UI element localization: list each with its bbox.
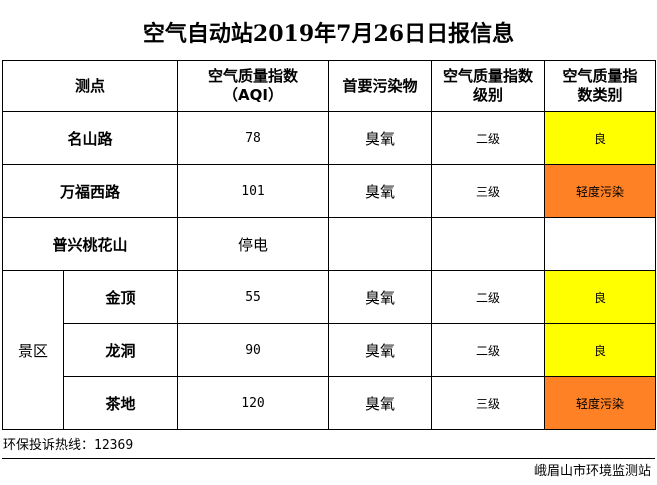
aqi-category: 良 <box>544 270 657 324</box>
site-name: 茶地 <box>62 376 179 430</box>
table-row: 茶地 120 臭氧 三级 轻度污染 <box>3 376 657 430</box>
hotline-number: 12369 <box>94 438 134 453</box>
aqi-value: 55 <box>177 270 330 324</box>
header-site: 测点 <box>1 60 179 112</box>
footer-divider <box>2 458 655 459</box>
aqi-category: 轻度污染 <box>544 376 657 430</box>
aqi-category: 轻度污染 <box>544 164 657 218</box>
site-name: 万福西路 <box>1 164 179 218</box>
aqi-level: 二级 <box>431 323 546 377</box>
primary-pollutant: 臭氧 <box>328 323 433 377</box>
primary-pollutant <box>328 217 433 271</box>
scenic-group-label: 景区 <box>2 270 64 430</box>
hotline-label: 环保投诉热线： <box>3 438 95 453</box>
aqi-level: 二级 <box>431 270 546 324</box>
aqi-value: 停电 <box>177 217 330 271</box>
header-level-line1: 空气质量指数 <box>443 67 534 85</box>
aqi-category: 良 <box>544 111 657 165</box>
header-category: 空气质量指 数类别 <box>544 60 657 112</box>
table-row: 名山路 78 臭氧 二级 良 <box>1 111 657 165</box>
aqi-table: 测点 空气质量指数 （AQI） 首要污染物 空气质量指数 级别 空气质量指 数类… <box>1 60 657 430</box>
aqi-value: 78 <box>177 111 330 165</box>
aqi-level: 三级 <box>431 164 546 218</box>
table-row: 龙洞 90 臭氧 二级 良 <box>3 323 657 377</box>
primary-pollutant: 臭氧 <box>328 270 433 324</box>
aqi-value: 101 <box>177 164 330 218</box>
header-pollutant: 首要污染物 <box>328 60 433 112</box>
aqi-category: 良 <box>544 323 657 377</box>
site-name: 龙洞 <box>62 323 179 377</box>
aqi-value: 120 <box>177 376 330 430</box>
aqi-level <box>431 217 546 271</box>
aqi-level: 二级 <box>431 111 546 165</box>
header-category-line1: 空气质量指 <box>562 67 638 85</box>
site-name: 金顶 <box>62 270 179 324</box>
header-aqi: 空气质量指数 （AQI） <box>177 60 330 112</box>
primary-pollutant: 臭氧 <box>328 376 433 430</box>
header-level: 空气质量指数 级别 <box>431 60 546 112</box>
header-level-line2: 级别 <box>473 86 504 104</box>
agency-name: 峨眉山市环境监测站 <box>533 464 651 479</box>
site-name: 名山路 <box>1 111 179 165</box>
header-aqi-line2: （AQI） <box>223 86 283 104</box>
table-row: 万福西路 101 臭氧 三级 轻度污染 <box>1 164 657 218</box>
site-name: 普兴桃花山 <box>1 217 179 271</box>
aqi-level: 三级 <box>431 376 546 430</box>
header-aqi-line1: 空气质量指数 <box>208 67 299 85</box>
report-title: 空气自动站2019年7月26日日报信息 <box>142 21 515 47</box>
aqi-category <box>544 217 657 271</box>
table-row: 景区 金顶 55 臭氧 二级 良 <box>2 270 657 430</box>
primary-pollutant: 臭氧 <box>328 164 433 218</box>
primary-pollutant: 臭氧 <box>328 111 433 165</box>
aqi-value: 90 <box>177 323 330 377</box>
complaint-hotline: 环保投诉热线：12369 <box>3 435 133 457</box>
table-row: 普兴桃花山 停电 <box>1 217 657 271</box>
table-header-row: 测点 空气质量指数 （AQI） 首要污染物 空气质量指数 级别 空气质量指 数类… <box>1 60 657 112</box>
header-category-line2: 数类别 <box>577 86 623 104</box>
